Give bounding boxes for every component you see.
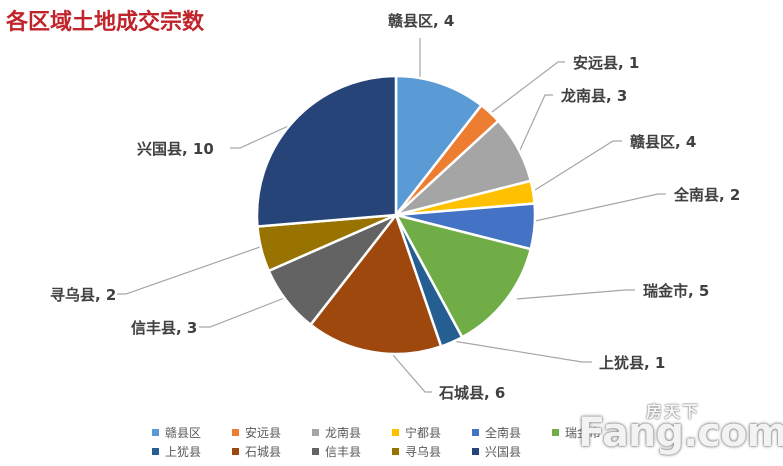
- legend-label: 寻乌县: [405, 445, 442, 459]
- leader-line: [230, 122, 296, 149]
- data-label: 龙南县, 3: [560, 87, 627, 105]
- leader-line: [516, 289, 635, 300]
- watermark-logo: 房天下 Fang.com: [578, 398, 783, 462]
- legend-swatch-icon: [392, 448, 399, 455]
- data-label: 上犹县, 1: [599, 354, 665, 372]
- legend-swatch-icon: [552, 429, 559, 436]
- legend-label: 上犹县: [165, 445, 202, 459]
- legend-swatch-icon: [312, 429, 319, 436]
- legend-swatch-icon: [472, 448, 479, 455]
- legend-swatch-icon: [312, 448, 319, 455]
- legend-label: 龙南县: [325, 426, 362, 440]
- legend-item: 寻乌县: [392, 443, 441, 460]
- data-label: 寻乌县, 2: [50, 286, 116, 304]
- legend-item: 安远县: [232, 424, 281, 441]
- legend-swatch-icon: [472, 429, 479, 436]
- legend-item: 宁都县: [392, 424, 441, 441]
- data-label: 信丰县, 3: [131, 319, 197, 337]
- leader-line: [117, 246, 261, 295]
- data-label: 赣县区, 4: [630, 133, 696, 151]
- legend-swatch-icon: [232, 429, 239, 436]
- data-label: 石城县, 6: [438, 384, 505, 402]
- legend-swatch-icon: [232, 448, 239, 455]
- legend-swatch-icon: [152, 448, 159, 455]
- legend-item: 瑞金市: [552, 424, 601, 441]
- legend-label: 宁都县: [405, 426, 442, 440]
- data-labels: 赣县区, 4 安远县, 1 龙南县, 3 赣县区, 4 全南县, 2 瑞金市, 5 上犹县,…: [50, 12, 740, 402]
- watermark-main-text: Fang.com: [578, 410, 783, 456]
- pie-slice: [394, 74, 483, 217]
- data-label: 全南县, 2: [673, 186, 740, 204]
- legend-label: 安远县: [245, 426, 282, 440]
- pie-slice: [255, 74, 398, 228]
- legend-label: 石城县: [245, 445, 282, 459]
- legend-swatch-icon: [392, 429, 399, 436]
- legend-label: 信丰县: [325, 445, 362, 459]
- pie-slices: [255, 74, 537, 356]
- legend-item: 石城县: [232, 443, 281, 460]
- legend-item: 赣县区: [152, 424, 201, 441]
- leader-line: [534, 193, 666, 222]
- leader-line: [534, 140, 622, 191]
- data-label: 瑞金市, 5: [643, 282, 709, 300]
- leader-line: [199, 296, 288, 328]
- pie-slice: [394, 213, 532, 339]
- chart-title: 各区域土地成交宗数: [6, 9, 205, 35]
- legend-item: 全南县: [472, 424, 521, 441]
- leader-lines: [117, 38, 666, 393]
- legend-item: 上犹县: [152, 443, 201, 460]
- legend-item: 信丰县: [312, 443, 361, 460]
- pie-slice: [309, 213, 443, 356]
- data-label: 兴国县, 10: [137, 140, 214, 158]
- legend-label: 全南县: [485, 426, 522, 440]
- legend-label: 赣县区: [165, 426, 202, 440]
- watermark-top-text: 房天下: [646, 402, 701, 421]
- legend-item: 龙南县: [312, 424, 361, 441]
- data-label: 赣县区, 4: [388, 12, 454, 30]
- leader-line: [519, 94, 553, 151]
- leader-line: [491, 61, 565, 113]
- legend-label: 兴国县: [485, 445, 522, 459]
- leader-line: [452, 340, 592, 363]
- data-label: 安远县, 1: [573, 54, 639, 72]
- legend-swatch-icon: [152, 429, 159, 436]
- leader-line: [392, 354, 432, 393]
- legend-label: 瑞金市: [565, 426, 602, 440]
- legend-item: 兴国县: [472, 443, 521, 460]
